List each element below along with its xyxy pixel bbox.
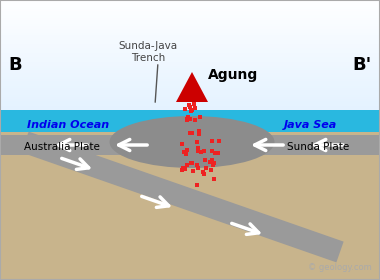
Bar	[0, 116, 380, 119]
Bar	[0, 4, 380, 7]
Bar	[0, 33, 380, 35]
Bar	[0, 51, 380, 53]
Bar	[0, 7, 380, 9]
Text: Sunda Plate: Sunda Plate	[287, 142, 349, 152]
Bar	[0, 0, 380, 2]
Bar	[0, 9, 380, 11]
Bar	[0, 121, 380, 123]
Bar	[0, 125, 380, 128]
Bar	[0, 55, 380, 57]
Bar	[0, 13, 380, 15]
Bar	[0, 73, 380, 75]
Bar	[0, 112, 380, 115]
Ellipse shape	[109, 116, 274, 168]
Bar	[0, 11, 380, 13]
Bar	[0, 130, 380, 132]
Bar	[0, 115, 380, 116]
Bar	[0, 68, 380, 70]
Bar	[0, 2, 380, 4]
Text: Java Sea: Java Sea	[283, 120, 337, 130]
Bar	[0, 57, 380, 59]
Bar	[0, 75, 380, 77]
Bar	[0, 20, 380, 22]
Polygon shape	[21, 132, 344, 262]
Bar	[0, 46, 380, 48]
Polygon shape	[176, 72, 208, 102]
Bar	[0, 26, 380, 29]
Bar	[0, 99, 380, 101]
Bar	[0, 86, 380, 88]
Bar	[0, 31, 380, 33]
Bar	[0, 92, 380, 95]
Bar	[0, 39, 380, 42]
Bar	[0, 15, 380, 18]
Bar	[0, 103, 380, 106]
Bar	[0, 84, 380, 86]
Bar	[0, 53, 380, 55]
Bar	[0, 110, 380, 132]
Bar	[0, 108, 380, 110]
Bar	[0, 44, 380, 46]
Text: Indian Ocean: Indian Ocean	[27, 120, 109, 130]
Bar	[0, 106, 380, 108]
Bar	[0, 59, 380, 62]
Bar	[0, 81, 380, 84]
Bar	[0, 110, 380, 112]
Bar	[0, 123, 380, 125]
Text: B': B'	[353, 56, 372, 74]
Text: B: B	[8, 56, 22, 74]
Bar	[0, 29, 380, 31]
Text: Australia Plate: Australia Plate	[24, 142, 100, 152]
Bar	[0, 62, 380, 64]
Bar	[0, 35, 380, 38]
Bar	[0, 101, 380, 103]
Bar	[0, 88, 380, 90]
Bar	[0, 22, 380, 24]
Text: © geology.com: © geology.com	[308, 263, 372, 272]
Text: Sunda-Java
Trench: Sunda-Java Trench	[119, 41, 177, 63]
Bar	[0, 119, 380, 121]
Bar	[0, 18, 380, 20]
Bar	[0, 79, 380, 81]
Bar	[0, 135, 380, 155]
Bar	[0, 24, 380, 26]
Bar	[0, 77, 380, 79]
Bar	[0, 97, 380, 99]
Bar	[0, 38, 380, 39]
Bar	[0, 128, 380, 130]
Bar	[0, 66, 380, 68]
Bar	[0, 48, 380, 51]
Bar	[0, 64, 380, 66]
Bar	[0, 90, 380, 92]
Bar	[0, 127, 380, 280]
Bar	[0, 70, 380, 73]
Text: Agung: Agung	[208, 68, 258, 82]
Bar	[0, 95, 380, 97]
Bar	[0, 42, 380, 44]
